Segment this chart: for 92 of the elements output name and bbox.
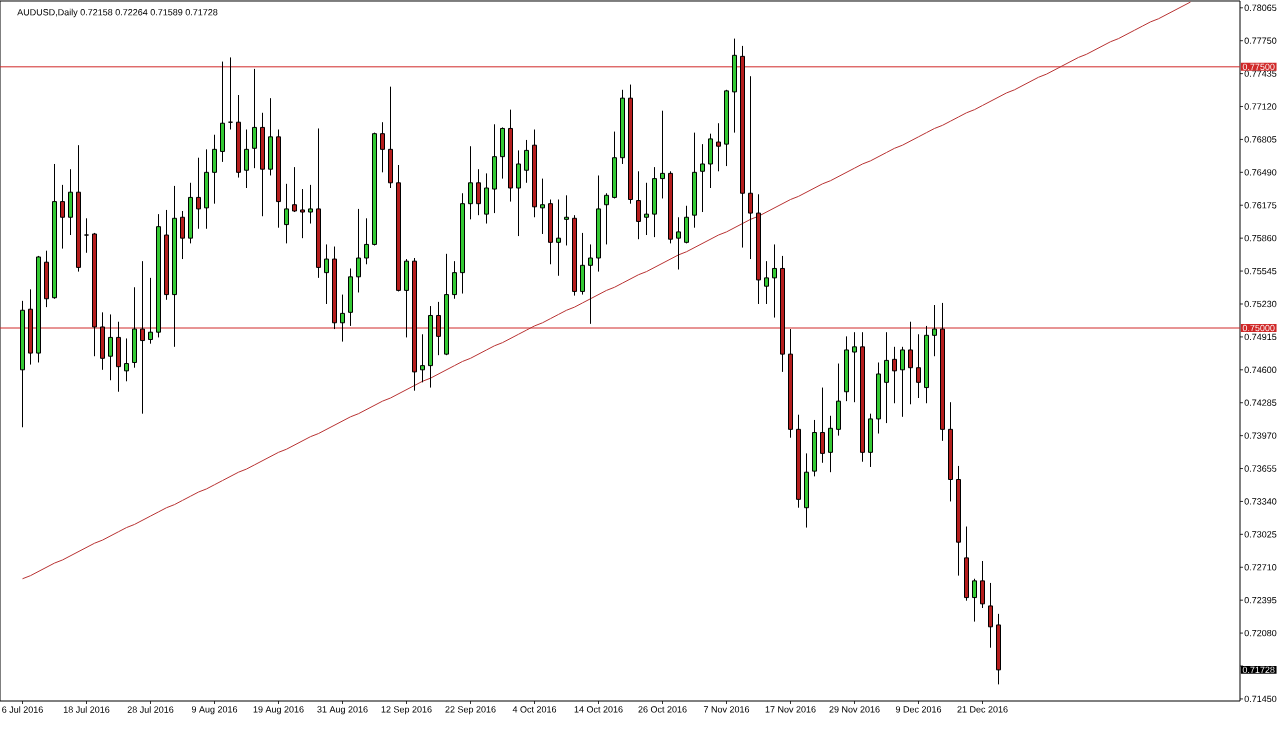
candlestick <box>524 139 529 184</box>
candlestick <box>820 387 825 464</box>
candlestick <box>772 243 777 319</box>
candlestick <box>564 194 569 246</box>
x-tick-label: 7 Nov 2016 <box>703 706 750 713</box>
x-tick-label: 14 Oct 2016 <box>574 706 623 713</box>
candlestick <box>972 578 977 623</box>
x-tick-label: 29 Nov 2016 <box>829 706 880 713</box>
ref-line-label: 0.77500 <box>1242 63 1275 71</box>
candlestick <box>644 182 649 236</box>
candlestick <box>932 304 937 357</box>
candlestick <box>308 184 313 225</box>
x-tick-label: 17 Nov 2016 <box>765 706 816 713</box>
y-tick-label: 0.71450 <box>1244 695 1277 703</box>
candlestick <box>180 210 185 260</box>
candlestick <box>364 217 369 265</box>
candlestick <box>636 170 641 240</box>
x-tick-label: 21 Dec 2016 <box>957 706 1008 713</box>
y-tick-label: 0.75545 <box>1244 267 1277 275</box>
candlestick <box>700 143 705 213</box>
candlestick <box>60 184 65 250</box>
x-tick-label: 12 Sep 2016 <box>381 706 432 715</box>
x-tick-label: 31 Aug 2016 <box>317 706 368 715</box>
candlestick <box>452 260 457 300</box>
candlestick <box>244 129 249 189</box>
y-tick-label: 0.72080 <box>1244 629 1277 637</box>
candlestick <box>476 168 481 216</box>
candlestick <box>380 121 385 173</box>
candlestick <box>84 217 89 254</box>
y-tick-label: 0.76490 <box>1244 169 1277 176</box>
candlestick <box>900 346 905 418</box>
candlestick <box>884 331 889 424</box>
y-tick-label: 0.73340 <box>1244 498 1277 505</box>
candlestick <box>716 122 721 172</box>
x-tick-label: 6 Jul 2016 <box>2 706 43 713</box>
y-tick-label: 0.75230 <box>1244 300 1277 308</box>
ref-line-label: 0.75000 <box>1242 324 1275 332</box>
text: 0.71728 <box>1242 666 1275 674</box>
candlestick <box>420 333 425 383</box>
candlestick <box>604 192 609 245</box>
candlestick <box>852 331 857 403</box>
x-tick-label: 22 Sep 2016 <box>445 706 496 715</box>
x-tick-label: 26 Oct 2016 <box>638 706 687 713</box>
y-tick-label: 0.74600 <box>1244 366 1277 373</box>
y-tick-label: 0.76175 <box>1244 202 1277 209</box>
candlestick <box>988 582 993 649</box>
candlestick <box>340 294 345 343</box>
y-tick-label: 0.77120 <box>1244 103 1277 110</box>
y-tick-label: 0.77435 <box>1244 70 1277 77</box>
x-tick-label: 9 Aug 2016 <box>191 706 238 715</box>
candlestick <box>748 75 753 260</box>
y-tick-label: 0.72395 <box>1244 596 1277 604</box>
candlestick <box>908 321 913 405</box>
y-tick-label: 0.76805 <box>1244 136 1277 143</box>
x-tick-label: 9 Dec 2016 <box>895 706 942 713</box>
candlestick <box>148 277 153 345</box>
y-tick-label: 0.77750 <box>1244 37 1277 44</box>
candlestick <box>196 157 201 230</box>
candlestick <box>284 183 289 244</box>
candlestick <box>292 166 297 213</box>
candlestick <box>108 313 113 381</box>
x-tick-label: 28 Jul 2016 <box>127 706 174 713</box>
candlestick <box>676 216 681 270</box>
candlestick <box>588 243 593 325</box>
y-tick-label: 0.73655 <box>1244 465 1277 472</box>
candlestick <box>212 134 217 205</box>
candlestick <box>892 346 897 404</box>
candlestick <box>468 145 473 220</box>
candlestick <box>300 188 305 239</box>
x-tick-label: 18 Jul 2016 <box>63 706 110 713</box>
candlestick <box>324 243 329 305</box>
candlestick <box>764 260 769 305</box>
text: AUDUSD,Daily 0.72158 0.72264 0.71589 0.71728 <box>17 8 218 18</box>
candlestick <box>356 208 361 293</box>
y-tick-label: 0.74285 <box>1244 399 1277 406</box>
candlestick <box>540 178 545 235</box>
candlestick <box>140 260 145 415</box>
candlestick <box>660 110 665 199</box>
y-tick-label: 0.73970 <box>1244 432 1277 439</box>
x-tick-label: 4 Oct 2016 <box>512 706 557 713</box>
y-tick-label: 0.72710 <box>1244 564 1277 571</box>
candlestick <box>980 560 985 609</box>
candlestick <box>436 301 441 356</box>
y-tick-label: 0.78065 <box>1244 4 1277 11</box>
y-tick-label: 0.73025 <box>1244 531 1277 538</box>
y-tick-label: 0.75860 <box>1244 234 1277 242</box>
x-tick-label: 19 Aug 2016 <box>253 706 304 715</box>
candlestick <box>124 337 129 382</box>
candlestick <box>916 333 921 399</box>
candlestick <box>556 199 561 277</box>
candlestick <box>252 68 257 169</box>
y-tick-label: 0.74915 <box>1244 333 1277 341</box>
